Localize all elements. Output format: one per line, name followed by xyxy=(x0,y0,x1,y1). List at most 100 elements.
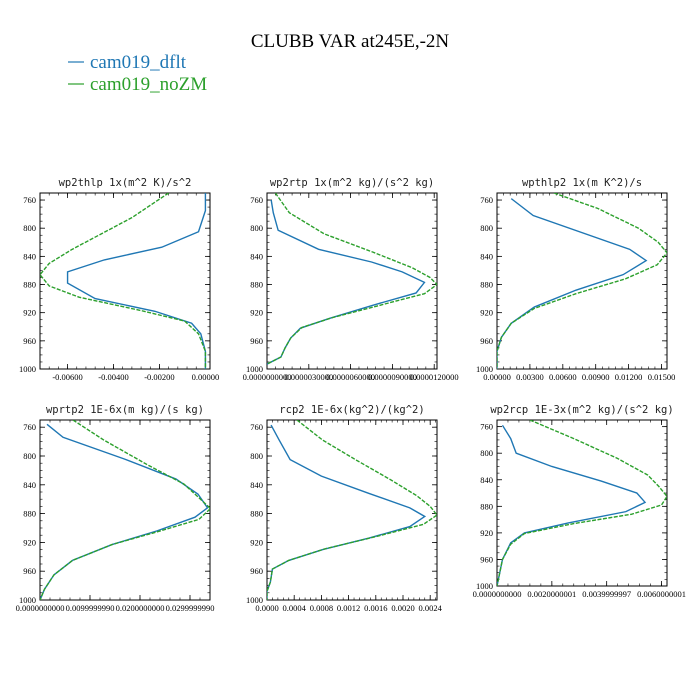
y-tick-label: 1000 xyxy=(476,581,493,591)
y-tick-label: 800 xyxy=(250,223,263,233)
panels: wp2thlp 1x(m^2 K)/s^2 760 800 840 880 920 960 1… xyxy=(16,177,686,613)
y-tick-label: 920 xyxy=(250,537,263,547)
plot-frame xyxy=(39,192,211,370)
panel-title: wpthlp2 1x(m K^2)/s xyxy=(522,177,642,189)
panel-title: wp2rtp 1x(m^2 kg)/(s^2 kg) xyxy=(270,177,434,189)
x-tick-label: 0.0020 xyxy=(391,603,414,613)
y-tick-label: 760 xyxy=(250,195,263,205)
y-tick-label: 880 xyxy=(480,501,493,511)
y-tick-label: 800 xyxy=(23,223,36,233)
panel-6: wp2rcp 1E-3x(m^2 kg)/(s^2 kg) 760 800 840 88… xyxy=(473,404,686,599)
x-tick-label: 0.0200000000 xyxy=(116,603,165,613)
y-tick-label: 800 xyxy=(23,451,36,461)
x-tick-label: 0.0000 xyxy=(255,603,278,613)
series-line-nozm xyxy=(497,193,667,369)
x-tick-label: 0.0000000000 xyxy=(16,603,65,613)
legend-item-nozm: cam019_noZM xyxy=(68,74,207,95)
x-tick-label: 0.0039999997 xyxy=(582,589,631,599)
y-tick-label: 800 xyxy=(480,448,493,458)
x-tick-label: 0.0299999990 xyxy=(166,603,215,613)
x-tick-label: 0.0099999990 xyxy=(66,603,115,613)
x-tick-label: -0.00600 xyxy=(52,372,82,382)
y-tick-label: 960 xyxy=(23,566,36,576)
y-tick-label: 840 xyxy=(480,251,493,261)
panel-title: wp2rcp 1E-3x(m^2 kg)/(s^2 kg) xyxy=(490,404,673,416)
x-tick-label: 0.00900 xyxy=(582,372,610,382)
panel-2: wp2rtp 1x(m^2 kg)/(s^2 kg) 760 800 840 880 92… xyxy=(243,177,459,382)
x-tick-label: 0.0000000000 xyxy=(243,372,292,382)
x-tick-label: 0.01200 xyxy=(615,372,643,382)
y-tick-label: 960 xyxy=(480,336,493,346)
y-tick-label: 840 xyxy=(23,251,36,261)
series-line-dflt xyxy=(66,193,207,369)
x-tick-label: -0.00400 xyxy=(98,372,128,382)
y-tick-label: 800 xyxy=(250,451,263,461)
legend-label-dflt: cam019_dflt xyxy=(90,52,187,73)
panel-1: wp2thlp 1x(m^2 K)/s^2 760 800 840 880 920 960 1… xyxy=(19,177,219,382)
y-tick-label: 880 xyxy=(23,280,36,290)
y-tick-label: 840 xyxy=(23,480,36,490)
y-tick-label: 960 xyxy=(23,336,36,346)
y-tick-label: 1000 xyxy=(476,364,493,374)
y-tick-label: 760 xyxy=(250,422,263,432)
y-tick-label: 920 xyxy=(23,308,36,318)
x-tick-label: 0.0000120000 xyxy=(410,372,459,382)
plot-frame xyxy=(496,419,668,587)
y-tick-label: 880 xyxy=(23,509,36,519)
y-tick-label: 920 xyxy=(480,528,493,538)
plot-frame xyxy=(496,192,668,370)
legend: cam019_dflt cam019_noZM xyxy=(68,52,207,95)
y-tick-label: 800 xyxy=(480,223,493,233)
x-tick-label: 0.0060000001 xyxy=(637,589,686,599)
x-tick-label: 0.0024 xyxy=(419,603,443,613)
series-line-nozm xyxy=(267,420,437,600)
x-tick-label: 0.00300 xyxy=(516,372,544,382)
plot-frame xyxy=(39,419,211,601)
y-tick-label: 880 xyxy=(250,509,263,519)
y-tick-label: 1000 xyxy=(246,364,263,374)
y-tick-label: 1000 xyxy=(246,595,263,605)
x-tick-label: 0.0000030000 xyxy=(284,372,333,382)
y-tick-label: 760 xyxy=(23,422,36,432)
y-tick-label: 760 xyxy=(480,195,493,205)
y-tick-label: 960 xyxy=(250,566,263,576)
series-line-nozm xyxy=(40,193,207,369)
x-tick-label: 0.01500 xyxy=(648,372,676,382)
y-tick-label: 1000 xyxy=(19,595,36,605)
x-tick-label: 0.00000 xyxy=(192,372,220,382)
x-tick-label: 0.00000 xyxy=(483,372,511,382)
series-line-dflt xyxy=(267,424,427,600)
y-tick-label: 960 xyxy=(250,336,263,346)
panel-4: wprtp2 1E-6x(m kg)/(s kg) 760 800 840 880 920… xyxy=(16,404,215,613)
x-tick-label: 0.0000090000 xyxy=(368,372,417,382)
series-line-nozm xyxy=(267,193,437,365)
x-tick-label: 0.0004 xyxy=(283,603,307,613)
y-tick-label: 760 xyxy=(480,422,493,432)
series-line-dflt xyxy=(497,424,647,586)
y-tick-label: 840 xyxy=(250,480,263,490)
x-tick-label: 0.0016 xyxy=(364,603,387,613)
series-line-dflt xyxy=(40,423,209,600)
x-tick-label: 0.00600 xyxy=(549,372,577,382)
legend-label-nozm: cam019_noZM xyxy=(90,74,207,95)
y-tick-label: 920 xyxy=(480,308,493,318)
x-tick-label: 0.0012 xyxy=(337,603,360,613)
series-line-nozm xyxy=(497,420,667,586)
panel-title: wprtp2 1E-6x(m kg)/(s kg) xyxy=(46,404,204,416)
x-tick-label: 0.0008 xyxy=(310,603,333,613)
panel-5: rcp2 1E-6x(kg^2)/(kg^2) 760 800 840 880 920 96… xyxy=(246,404,443,613)
y-tick-label: 760 xyxy=(23,195,36,205)
x-tick-label: 0.0020000001 xyxy=(527,589,576,599)
series-line-dflt xyxy=(497,198,648,369)
plot-frame xyxy=(266,192,438,370)
x-tick-label: -0.00200 xyxy=(144,372,174,382)
series-line-nozm xyxy=(40,420,210,600)
y-tick-label: 960 xyxy=(480,554,493,564)
y-tick-label: 1000 xyxy=(19,364,36,374)
panel-3: wpthlp2 1x(m K^2)/s 760 800 840 880 920 960 100… xyxy=(476,177,675,382)
figure-title: CLUBB VAR at245E,-2N xyxy=(251,31,450,52)
panel-title: rcp2 1E-6x(kg^2)/(kg^2) xyxy=(279,404,424,416)
panel-title: wp2thlp 1x(m^2 K)/s^2 xyxy=(59,177,192,189)
legend-item-dflt: cam019_dflt xyxy=(68,52,187,73)
